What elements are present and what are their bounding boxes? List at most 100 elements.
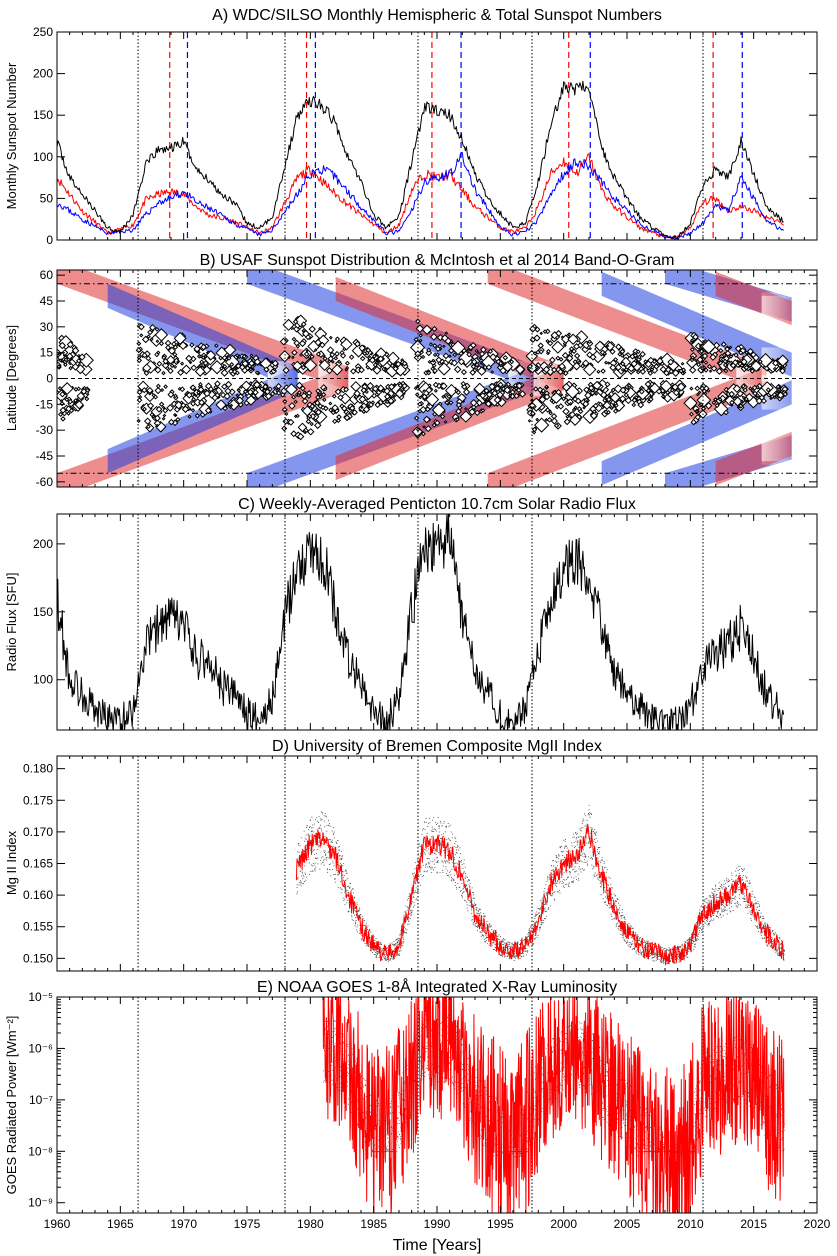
mgii-point <box>705 907 707 909</box>
mgii-point <box>320 828 322 830</box>
mgii-point <box>328 823 330 825</box>
mgii-point <box>513 945 514 947</box>
mgii-point <box>309 849 311 851</box>
sunspot-marker <box>335 417 341 424</box>
sunspot-marker <box>574 397 582 405</box>
sunspot-marker <box>649 367 655 372</box>
mgii-point <box>482 919 484 921</box>
toroidal-band <box>487 366 767 487</box>
mgii-point <box>539 926 541 928</box>
sunspot-marker <box>137 323 145 331</box>
mgii-point <box>375 956 377 958</box>
sunspot-marker <box>631 402 637 408</box>
sunspot-marker <box>613 357 619 363</box>
sunspot-marker <box>469 398 478 407</box>
mgii-point <box>393 957 395 959</box>
mgii-point <box>599 871 601 873</box>
mgii-point <box>446 874 448 876</box>
mgii-point <box>699 909 701 911</box>
mgii-point <box>376 955 377 957</box>
sunspot-marker <box>431 358 436 363</box>
mgii-point <box>325 815 327 817</box>
mgii-point <box>517 942 519 944</box>
sunspot-marker <box>432 343 438 349</box>
sunspot-marker <box>571 407 577 413</box>
mgii-point <box>596 865 598 867</box>
mgii-point <box>545 915 547 917</box>
mgii-point <box>590 832 592 834</box>
mgii-point <box>613 918 615 920</box>
sunspot-marker <box>531 430 537 435</box>
mgii-point <box>330 841 332 843</box>
mgii-point <box>641 952 643 953</box>
mgii-point <box>311 816 313 818</box>
mgii-point <box>494 949 495 950</box>
mgii-point <box>576 837 578 838</box>
mgii-point <box>672 959 674 961</box>
mgii-point <box>394 956 396 958</box>
mgii-point <box>709 895 711 897</box>
mgii-point <box>711 916 712 918</box>
sunspot-marker <box>561 351 569 359</box>
mgii-point <box>451 868 453 870</box>
mgii-point <box>321 830 323 832</box>
sunspot-marker <box>439 413 446 420</box>
sunspot-marker <box>318 326 322 331</box>
mgii-point <box>549 874 551 876</box>
mgii-point <box>469 885 471 887</box>
mgii-point <box>492 949 494 950</box>
sunspot-marker <box>418 395 423 400</box>
mgii-point <box>701 932 703 934</box>
mgii-point <box>647 958 649 959</box>
mgii-point <box>437 860 439 862</box>
mgii-point <box>321 813 323 815</box>
mgii-point <box>376 951 378 952</box>
sunspot-marker <box>549 398 554 403</box>
sunspot-marker <box>425 392 440 407</box>
sunspot-marker <box>227 398 240 411</box>
sunspot-marker <box>172 413 177 417</box>
sunspot-marker <box>442 352 450 360</box>
mgii-point <box>563 882 565 884</box>
mgii-point <box>616 917 618 919</box>
mgii-point <box>410 912 412 914</box>
mgii-point <box>601 884 603 886</box>
mgii-point <box>383 956 385 958</box>
mgii-point <box>678 950 680 952</box>
mgii-point <box>587 830 589 832</box>
mgii-point <box>340 858 342 860</box>
sunspot-marker <box>565 414 570 419</box>
mgii-point <box>619 907 621 909</box>
mgii-point <box>538 912 539 914</box>
mgii-point <box>333 874 335 876</box>
mgii-point <box>546 894 548 896</box>
mgii-point <box>543 910 545 912</box>
sunspot-marker <box>534 365 539 370</box>
sunspot-marker <box>401 382 408 390</box>
mgii-point <box>342 897 344 899</box>
mgii-point <box>652 948 654 950</box>
sunspot-marker <box>303 351 310 357</box>
sunspot-marker <box>659 365 667 374</box>
mgii-point <box>457 883 459 884</box>
mgii-point <box>615 901 617 903</box>
mgii-point <box>568 871 570 872</box>
mgii-point <box>312 824 314 826</box>
sunspot-marker <box>351 409 358 416</box>
sunspot-marker <box>139 333 144 338</box>
sunspot-marker <box>389 363 395 369</box>
sunspot-marker <box>732 384 742 393</box>
mgii-point <box>649 955 650 957</box>
mgii-point <box>314 849 316 851</box>
mgii-point <box>370 936 372 938</box>
sunspot-marker <box>349 405 356 412</box>
sunspot-marker <box>226 355 232 361</box>
sunspot-marker <box>291 349 298 356</box>
mgii-point <box>694 944 696 945</box>
panel-a-frame <box>56 31 818 241</box>
mgii-point <box>512 956 514 958</box>
mgii-point <box>380 948 382 950</box>
mgii-point <box>409 893 410 895</box>
mgii-point <box>367 925 369 927</box>
mgii-point <box>346 872 348 874</box>
